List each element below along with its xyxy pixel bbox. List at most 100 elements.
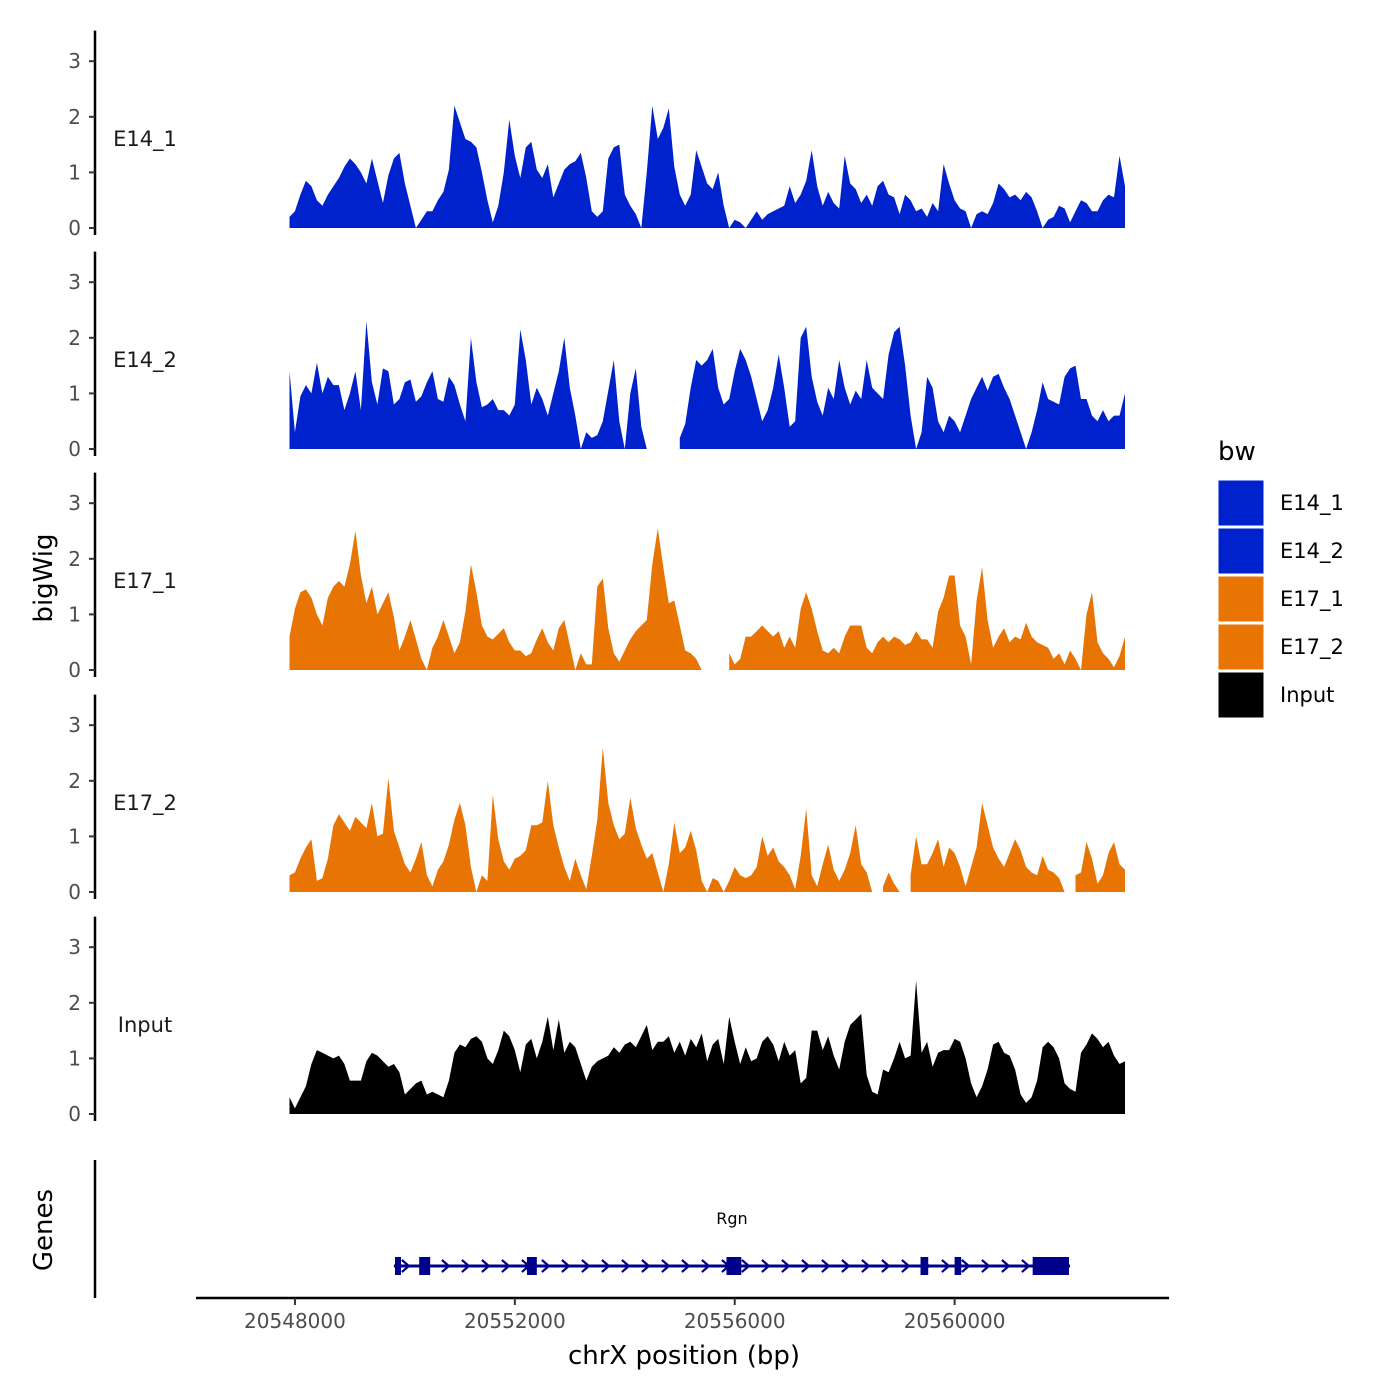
- gene-strand-arrow: [801, 1259, 811, 1273]
- gene-strand-arrow: [1021, 1259, 1031, 1273]
- gene-exon: [394, 1257, 401, 1275]
- y-tick-label: 3: [68, 49, 81, 73]
- legend-label: E17_1: [1280, 587, 1344, 612]
- legend-swatch: [1217, 575, 1265, 623]
- gene-strand-arrow: [621, 1259, 631, 1273]
- y-tick-label: 3: [68, 491, 81, 515]
- track-E14_1: 0 1 2 3 E14_1: [68, 30, 1125, 240]
- gene-strand-arrow: [901, 1259, 911, 1273]
- gene-exon: [726, 1257, 742, 1275]
- y-tick-label: 0: [68, 1102, 81, 1126]
- gene-strand-arrow: [941, 1259, 951, 1273]
- y-tick-label: 1: [68, 824, 81, 848]
- x-axis: 20548000 20552000 20556000 20560000: [196, 1296, 1169, 1333]
- gene-strand-arrow: [601, 1259, 611, 1273]
- legend-item-E17_1: E17_1: [1217, 575, 1344, 623]
- signal-area-E14_1: [289, 105, 1125, 228]
- signal-area-E17_1: [729, 567, 1125, 670]
- x-tick-label: 20556000: [684, 1309, 786, 1333]
- legend-swatch: [1217, 527, 1265, 575]
- gene-strand-arrow: [781, 1259, 791, 1273]
- signal-area-E17_2: [289, 747, 873, 892]
- genes-axis-title: Genes: [29, 1189, 59, 1271]
- legend: bw E14_1 E14_2 E17_1 E17_2 Input: [1217, 437, 1344, 719]
- gene-track: Rgn: [93, 1160, 1071, 1298]
- track-E17_1: 0 1 2 3 E17_1: [68, 472, 1125, 682]
- gene-label: Rgn: [716, 1209, 747, 1228]
- gene-strand-arrow: [741, 1259, 751, 1273]
- gene-strand-arrow: [401, 1259, 411, 1273]
- legend-item-E17_2: E17_2: [1217, 623, 1344, 671]
- gene-exon: [419, 1257, 431, 1275]
- gene-strand-arrow: [821, 1259, 831, 1273]
- legend-label: Input: [1280, 683, 1334, 707]
- gene-strand-arrow: [841, 1259, 851, 1273]
- y-tick-label: 3: [68, 935, 81, 959]
- signal-area-E14_2: [679, 326, 1125, 449]
- gene-strand-arrow: [1001, 1259, 1011, 1273]
- gene-strand-arrow: [481, 1259, 491, 1273]
- legend-item-Input: Input: [1217, 671, 1334, 719]
- y-tick-label: 1: [68, 160, 81, 184]
- signal-area-Input: [289, 980, 1125, 1114]
- y-tick-label: 0: [68, 216, 81, 240]
- legend-item-E14_2: E14_2: [1217, 527, 1344, 575]
- gene-exon: [920, 1257, 929, 1275]
- gene-strand-arrow: [861, 1259, 871, 1273]
- gene-strand-arrow: [641, 1259, 651, 1273]
- gene-strand-arrow: [441, 1259, 451, 1273]
- gene-strand-arrow: [961, 1259, 971, 1273]
- y-tick-label: 2: [68, 991, 81, 1015]
- legend-label: E14_1: [1280, 491, 1344, 516]
- gene-strand-arrow: [501, 1259, 511, 1273]
- gene-strand-arrow: [761, 1259, 771, 1273]
- y-tick-label: 1: [68, 602, 81, 626]
- track-label: E14_2: [113, 348, 177, 373]
- gene-strand-arrow: [981, 1259, 991, 1273]
- x-tick-label: 20560000: [904, 1309, 1006, 1333]
- track-E14_2: 0 1 2 3 E14_2: [68, 251, 1125, 461]
- gene-Rgn: Rgn: [393, 1209, 1071, 1275]
- x-tick-label: 20548000: [244, 1309, 346, 1333]
- y-tick-label: 0: [68, 880, 81, 904]
- gene-strand-arrow: [541, 1259, 551, 1273]
- track-Input: 0 1 2 3 Input: [68, 916, 1125, 1126]
- track-label: E17_2: [113, 791, 177, 816]
- x-tick-label: 20552000: [464, 1309, 566, 1333]
- gene-strand-arrow: [561, 1259, 571, 1273]
- y-tick-label: 1: [68, 1046, 81, 1070]
- track-label: Input: [118, 1013, 172, 1037]
- y-tick-label: 0: [68, 658, 81, 682]
- signal-tracks: 0 1 2 3 E14_1 0 1 2 3 E14_2 0 1 2 3 E17_1 0 1 2 3 E17_2 0 1 2 3…: [68, 30, 1125, 1126]
- signal-area-E14_2: [289, 321, 647, 449]
- legend-item-E14_1: E14_1: [1217, 479, 1344, 527]
- legend-title: bw: [1218, 437, 1256, 467]
- signal-area-E17_2: [883, 872, 900, 892]
- gene-strand-arrow: [461, 1259, 471, 1273]
- y-tick-label: 0: [68, 437, 81, 461]
- y-tick-label: 2: [68, 769, 81, 793]
- gene-strand-arrow: [581, 1259, 591, 1273]
- gene-strand-arrow: [661, 1259, 671, 1273]
- track-label: E17_1: [113, 569, 177, 594]
- y-tick-label: 2: [68, 105, 81, 129]
- legend-swatch: [1217, 623, 1265, 671]
- legend-label: E17_2: [1280, 635, 1344, 660]
- y-tick-label: 3: [68, 713, 81, 737]
- track-E17_2: 0 1 2 3 E17_2: [68, 694, 1125, 904]
- gene-strand-arrow: [881, 1259, 891, 1273]
- signal-area-E17_1: [289, 528, 702, 670]
- legend-swatch: [1217, 479, 1265, 527]
- y-tick-label: 2: [68, 326, 81, 350]
- y-tick-label: 3: [68, 270, 81, 294]
- y-tick-label: 1: [68, 381, 81, 405]
- track-label: E14_1: [113, 127, 177, 152]
- x-axis-title: chrX position (bp): [568, 1341, 800, 1371]
- y-axis-title: bigWig: [29, 533, 59, 622]
- gene-strand-arrow: [681, 1259, 691, 1273]
- gene-strand-arrow: [701, 1259, 711, 1273]
- legend-swatch: [1217, 671, 1265, 719]
- gene-exon: [526, 1257, 537, 1275]
- signal-area-E17_2: [1075, 842, 1125, 892]
